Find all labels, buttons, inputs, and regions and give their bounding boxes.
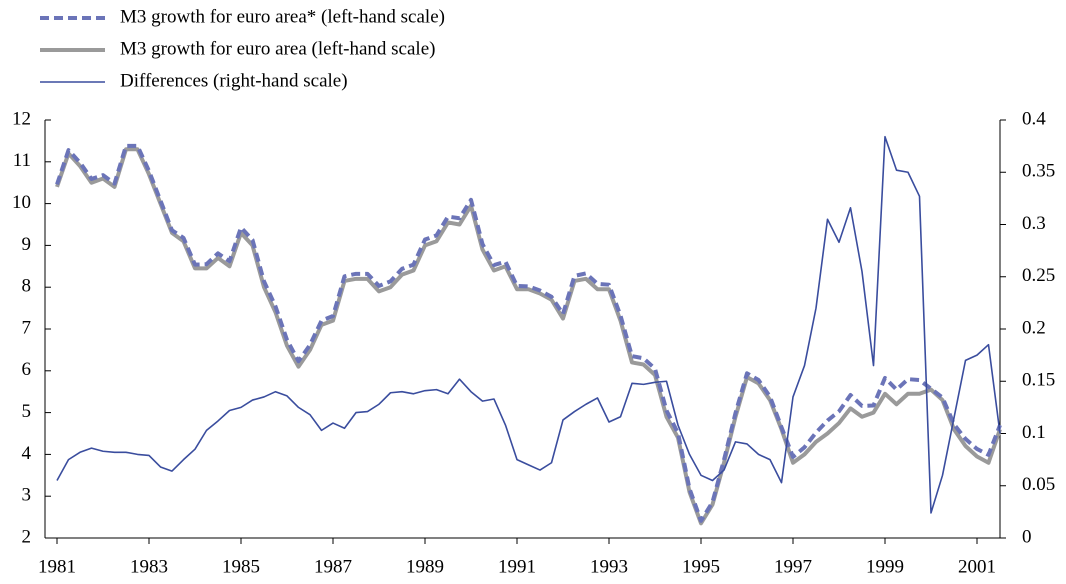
y2-tick-label: 0.2 xyxy=(1022,317,1046,338)
y2-tick-label: 0 xyxy=(1022,526,1032,547)
y-tick-label: 10 xyxy=(12,192,31,213)
y-tick-label: 7 xyxy=(22,317,32,338)
x-tick-label: 1985 xyxy=(222,556,260,577)
x-tick-label: 1987 xyxy=(314,556,352,577)
x-tick-label: 2001 xyxy=(958,556,996,577)
y-tick-label: 6 xyxy=(22,359,32,380)
x-tick-label: 1989 xyxy=(406,556,444,577)
y-tick-label: 5 xyxy=(22,401,32,422)
y2-tick-label: 0.4 xyxy=(1022,108,1046,129)
x-tick-label: 1997 xyxy=(774,556,812,577)
x-tick-label: 1981 xyxy=(38,556,76,577)
series-line xyxy=(55,143,1002,523)
legend-label: M3 growth for euro area (left-hand scale… xyxy=(120,38,435,59)
series-line xyxy=(56,135,1001,514)
series-line xyxy=(55,147,1002,526)
x-tick-label: 1983 xyxy=(130,556,168,577)
x-tick-label: 1993 xyxy=(590,556,628,577)
x-tick-label: 1999 xyxy=(866,556,904,577)
y2-tick-label: 0.05 xyxy=(1022,474,1055,495)
y-tick-label: 2 xyxy=(22,526,32,547)
x-tick-label: 1991 xyxy=(498,556,536,577)
legend-label: M3 growth for euro area* (left-hand scal… xyxy=(120,6,445,27)
y-tick-label: 12 xyxy=(12,108,31,129)
y-tick-label: 9 xyxy=(22,234,32,255)
y-tick-label: 11 xyxy=(13,150,31,171)
y2-tick-label: 0.3 xyxy=(1022,213,1046,234)
y2-tick-label: 0.25 xyxy=(1022,265,1055,286)
x-tick-label: 1995 xyxy=(682,556,720,577)
y-tick-label: 8 xyxy=(22,276,32,297)
y2-tick-label: 0.1 xyxy=(1022,422,1046,443)
y2-tick-label: 0.15 xyxy=(1022,370,1055,391)
y2-tick-label: 0.35 xyxy=(1022,161,1055,182)
y-tick-label: 4 xyxy=(22,443,32,464)
y-tick-label: 3 xyxy=(22,485,32,506)
legend-label: Differences (right-hand scale) xyxy=(120,70,348,91)
